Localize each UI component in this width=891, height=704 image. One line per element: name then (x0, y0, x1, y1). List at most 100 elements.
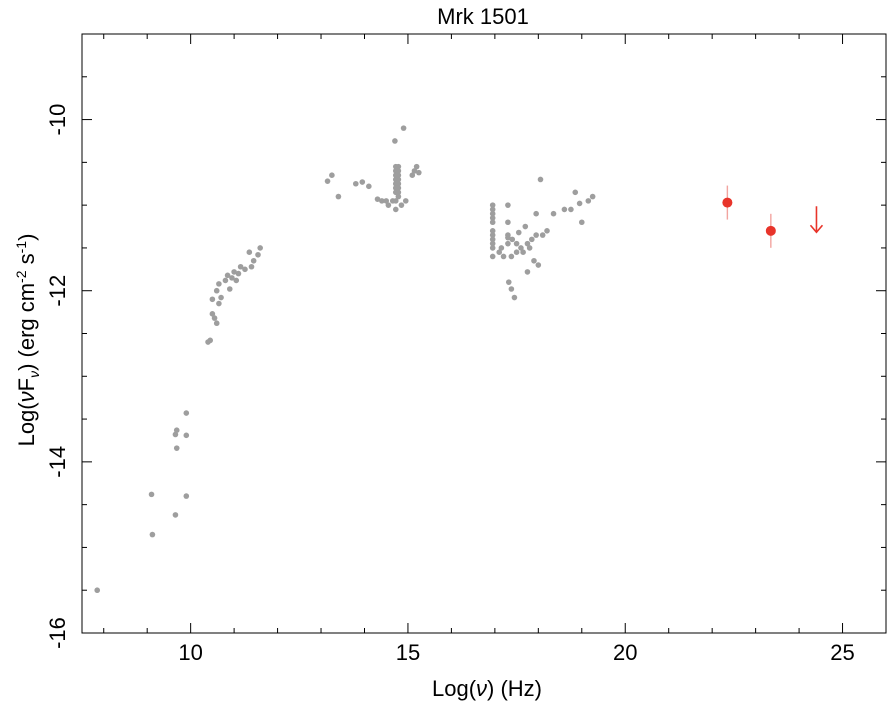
archival-data-point (359, 179, 366, 185)
archival-data-point (246, 249, 253, 256)
archival-data-point (489, 206, 496, 213)
x-axis-title-nu: ν (476, 676, 487, 701)
archival-data-point (550, 210, 557, 217)
archival-data-point (94, 587, 101, 594)
data-points (94, 125, 824, 594)
y-axis-title-sub: ν (26, 371, 42, 378)
archival-data-point (539, 232, 546, 238)
archival-data-point (209, 311, 216, 317)
y-axis-title-part: Log( (14, 402, 39, 447)
archival-data-point (216, 300, 222, 307)
archival-data-point (173, 427, 180, 433)
archival-data-point (520, 249, 526, 256)
fermi-data-point (765, 225, 776, 236)
archival-data-point (498, 245, 505, 251)
archival-data-point (537, 176, 544, 183)
archival-data-point (508, 253, 515, 260)
archival-data-point (395, 172, 402, 178)
archival-data-point (578, 219, 585, 226)
archival-data-point (531, 257, 537, 264)
axis-ticks (82, 33, 886, 634)
archival-data-point (248, 263, 255, 270)
x-tick-label: 20 (613, 640, 637, 665)
archival-data-point (513, 240, 520, 247)
archival-data-point (508, 286, 515, 292)
archival-data-point (222, 277, 229, 284)
archival-data-point (213, 287, 220, 294)
archival-data-point (255, 251, 261, 258)
archival-data-point (505, 234, 511, 241)
archival-data-point (233, 277, 240, 284)
archival-data-point (366, 183, 372, 190)
fermi-data-point (722, 197, 733, 208)
x-axis-title: Log(ν) (Hz) (432, 676, 542, 701)
x-tick-label: 10 (178, 640, 202, 665)
x-axis-title-part: Log( (432, 676, 477, 701)
archival-data-point (148, 491, 155, 498)
archival-data-point (561, 206, 568, 213)
archival-data-point (568, 206, 574, 213)
y-axis-title-part: ) (14, 234, 39, 241)
archival-data-point (522, 223, 529, 230)
archival-data-point (533, 232, 539, 238)
archival-data-point (173, 445, 180, 451)
archival-data-point (149, 531, 156, 538)
y-axis-title-part: s (14, 253, 39, 270)
error-bars (726, 185, 772, 248)
archival-data-point (515, 229, 522, 236)
archival-data-point (489, 215, 496, 221)
archival-data-point (589, 193, 596, 200)
axis-tick-labels: 10 15 20 25 -16 -14 -12 -10 (45, 104, 855, 665)
archival-data-point (395, 176, 402, 183)
archival-data-point (218, 294, 224, 301)
archival-data-point (513, 249, 520, 256)
archival-data-point (489, 219, 496, 226)
archival-data-point (572, 189, 579, 196)
archival-data-point (374, 196, 381, 202)
archival-data-point (533, 210, 539, 217)
archival-data-point (535, 262, 542, 268)
archival-data-point (383, 198, 390, 204)
archival-data-point (385, 202, 392, 208)
archival-data-point (411, 168, 418, 174)
archival-data-point (172, 431, 179, 438)
archival-data-point (402, 198, 409, 204)
archival-data-point (392, 206, 399, 213)
archival-data-point (524, 240, 531, 247)
archival-data-point (489, 236, 496, 243)
archival-data-point (324, 178, 331, 184)
archival-data-point (329, 172, 335, 178)
y-axis-title: Log(νFν) (erg cm-2 s-1) (13, 234, 42, 447)
archival-data-point (257, 245, 263, 251)
archival-data-point (413, 163, 420, 170)
archival-data-point (235, 270, 242, 277)
archival-data-point (529, 236, 535, 243)
x-tick-label: 15 (396, 640, 420, 665)
y-axis-title-part: F (14, 378, 39, 391)
archival-data-point (183, 432, 190, 439)
archival-data-point (416, 169, 422, 176)
archival-data-point (489, 202, 496, 208)
archival-data-point (395, 193, 402, 200)
archival-data-point (489, 253, 496, 260)
archival-data-point (242, 266, 248, 273)
archival-data-point (224, 272, 231, 279)
archival-data-point (211, 315, 218, 321)
archival-data-point (496, 249, 503, 256)
archival-data-point (505, 202, 511, 208)
archival-data-point (237, 263, 244, 270)
archival-data-point (489, 240, 496, 247)
y-tick-label: -14 (45, 446, 70, 478)
archival-data-point (395, 189, 402, 196)
archival-data-point (500, 253, 507, 260)
archival-data-point (216, 281, 222, 287)
archival-data-point (518, 245, 524, 251)
y-axis-title-part: ) (erg cm (14, 283, 39, 371)
archival-data-point (511, 294, 518, 301)
archival-data-point (505, 240, 511, 247)
archival-data-point (352, 180, 359, 187)
y-tick-label: -12 (45, 275, 70, 307)
archival-data-point (505, 279, 512, 285)
